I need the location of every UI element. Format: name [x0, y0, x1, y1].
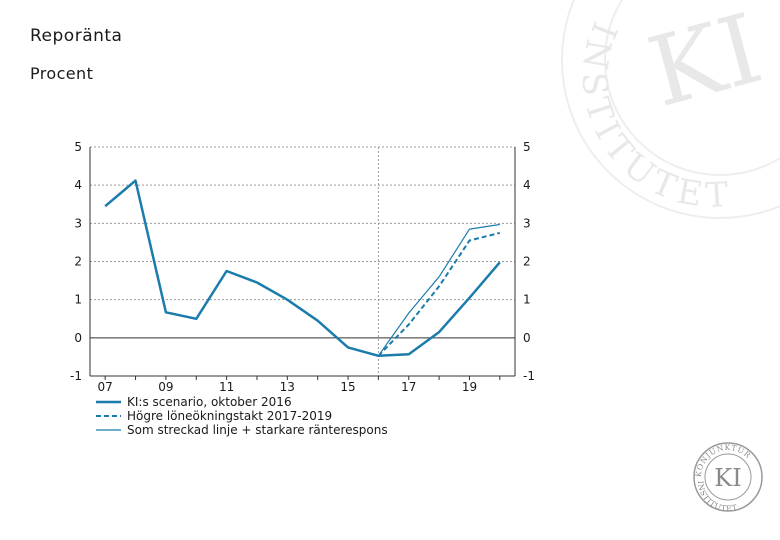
y-tick-label-right: 1: [523, 293, 531, 307]
plot-area: -1 -10 01 12 23 34 45 507 09 11 13 15 17 19: [70, 140, 535, 394]
x-tick-label: 15: [340, 380, 355, 394]
chart-unit-label: Procent: [30, 64, 94, 83]
legend-label-3: Som streckad linje + starkare ränterespo…: [127, 423, 388, 437]
x-tick-label: 11: [219, 380, 234, 394]
watermark-initials: KI: [638, 0, 773, 129]
chart-title: Reporänta: [30, 26, 123, 46]
y-tick-label-right: 0: [523, 331, 531, 345]
y-tick-label-left: 0: [74, 331, 82, 345]
series-line-1: [104, 179, 501, 358]
legend-label-2: Högre löneökningstakt 2017-2019: [127, 409, 332, 423]
y-tick-label-left: 4: [74, 178, 82, 192]
x-tick-label: 13: [280, 380, 295, 394]
y-tick-label-left: 1: [74, 293, 82, 307]
y-tick-label-left: -1: [70, 369, 82, 383]
ki-seal-logo: KONJUNKTUR INSTITUTET KI: [693, 442, 763, 513]
series-line-2: [377, 231, 501, 357]
series-line-3: [377, 223, 500, 357]
x-tick-label: 19: [462, 380, 477, 394]
y-tick-label-right: 3: [523, 216, 531, 230]
legend-label-1: KI:s scenario, oktober 2016: [127, 395, 292, 409]
y-tick-label-left: 5: [74, 140, 82, 154]
y-tick-label-right: -1: [523, 369, 535, 383]
x-tick-label: 07: [98, 380, 113, 394]
y-tick-label-right: 4: [523, 178, 531, 192]
y-tick-label-left: 3: [74, 216, 82, 230]
y-tick-label-left: 2: [74, 255, 82, 269]
x-tick-label: 17: [401, 380, 416, 394]
seal-initials: KI: [714, 464, 741, 492]
x-tick-label: 09: [158, 380, 173, 394]
y-tick-label-right: 5: [523, 140, 531, 154]
ki-watermark-logo: KI INSTITUTET: [561, 0, 780, 219]
y-tick-label-right: 2: [523, 255, 531, 269]
